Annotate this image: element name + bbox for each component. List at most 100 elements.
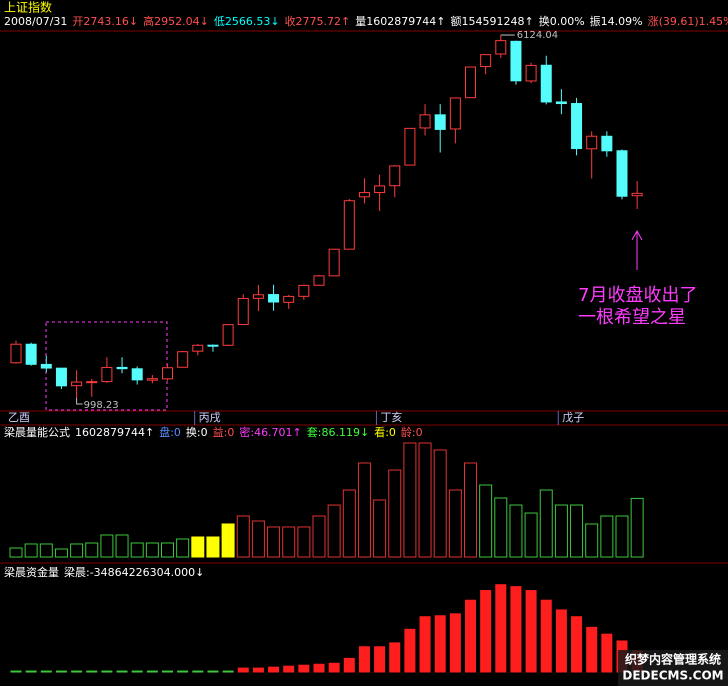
bar <box>222 670 234 673</box>
bar <box>25 670 37 673</box>
annotation-leader <box>76 397 83 405</box>
bar <box>434 615 446 673</box>
bar <box>585 523 599 558</box>
info-item: 涨(39.61)1.45% <box>648 15 728 28</box>
watermark: DEDECMS.COM <box>622 669 723 683</box>
bar <box>525 590 537 673</box>
info-item: 看:0 <box>374 425 396 439</box>
bar <box>328 662 340 673</box>
bar <box>586 626 598 673</box>
candle-body <box>131 368 143 381</box>
bar <box>71 670 83 673</box>
bar <box>404 628 416 673</box>
bar <box>40 670 52 673</box>
arrow-head <box>631 229 643 241</box>
bar <box>357 462 371 558</box>
candle-body <box>586 135 598 150</box>
bar <box>146 670 158 673</box>
candle-body <box>207 344 219 347</box>
info-item: 梁晨量能公式 <box>4 425 70 439</box>
candle-body <box>25 343 37 365</box>
bar <box>509 504 523 558</box>
bar <box>327 504 341 558</box>
candle-body <box>540 64 552 103</box>
bar <box>540 599 552 673</box>
candle-body <box>571 103 583 150</box>
candle-body <box>465 66 476 99</box>
bar <box>480 590 492 673</box>
bar <box>601 633 613 673</box>
bar <box>495 584 507 673</box>
bar <box>630 497 644 558</box>
candle-body <box>616 150 628 197</box>
candle-body <box>40 363 52 369</box>
bar <box>131 670 143 673</box>
candle-body <box>495 40 507 55</box>
bar <box>494 497 508 558</box>
bar <box>100 534 114 558</box>
candle-body <box>222 324 234 346</box>
bar <box>571 616 583 673</box>
candle-body <box>237 297 249 326</box>
x-tick-label: 乙酉 <box>8 411 30 424</box>
bar <box>524 512 538 558</box>
info-item: 梁晨资金量 <box>4 565 59 579</box>
bar <box>101 670 113 673</box>
candle-body <box>177 351 189 368</box>
bar <box>282 526 296 558</box>
bar <box>145 542 159 558</box>
bar <box>298 664 310 673</box>
candle-body <box>555 101 567 105</box>
marks: 2008/07/31 开2743.16↓ 高2952.04↓ 低2566.53↓ 收27… <box>4 14 728 673</box>
note: 7月收盘收出了 <box>578 285 697 306</box>
bar <box>10 670 22 673</box>
candle-body <box>86 381 98 384</box>
bar <box>297 526 311 558</box>
candle-body <box>313 275 325 286</box>
annotation: 6124.04 <box>517 30 558 41</box>
candle-body <box>631 192 643 197</box>
bar <box>161 542 174 558</box>
bar <box>9 547 23 558</box>
candle-body <box>252 294 264 299</box>
candle-body <box>268 294 280 303</box>
info-item: 2008/07/31 <box>4 15 67 28</box>
info-item: 高2952.04↓ <box>143 14 209 28</box>
candle-body <box>162 367 173 380</box>
bar <box>479 484 493 558</box>
info-item: 密:46.701↑ <box>239 425 301 439</box>
info-item: 量1602879744↑ <box>355 15 445 28</box>
info-item: 梁晨:-34864226304.000↓ <box>64 565 204 579</box>
candle-body <box>525 64 537 82</box>
bar <box>374 646 386 673</box>
annotation: 998.23 <box>84 400 119 411</box>
candle-body <box>71 381 83 387</box>
chart-title: 上证指数 <box>4 0 52 15</box>
bar <box>342 489 356 558</box>
bar <box>267 526 281 558</box>
candle-body <box>419 114 431 129</box>
note: 一根希望之星 <box>578 307 686 328</box>
watermark-box <box>618 650 728 686</box>
candle-body <box>283 295 295 303</box>
bar <box>373 499 387 558</box>
x-tick-label: 丙戌 <box>199 411 221 424</box>
bar <box>313 663 325 673</box>
info-item: 开2743.16↓ <box>72 15 138 28</box>
bar <box>312 515 326 558</box>
bar <box>24 543 38 558</box>
bar <box>70 543 84 558</box>
bar <box>570 504 584 558</box>
info-item: 额154591248↑ <box>450 15 533 28</box>
bar <box>115 534 129 558</box>
bar <box>221 523 235 558</box>
x-tick-label: 丁亥 <box>380 410 402 424</box>
info-item: 换0.00% <box>539 14 585 28</box>
candle-body <box>389 165 401 187</box>
bar <box>555 609 567 673</box>
candle-body <box>374 185 386 194</box>
info-item: 振14.09% <box>590 14 643 28</box>
bar <box>55 670 67 673</box>
bar <box>419 616 431 673</box>
